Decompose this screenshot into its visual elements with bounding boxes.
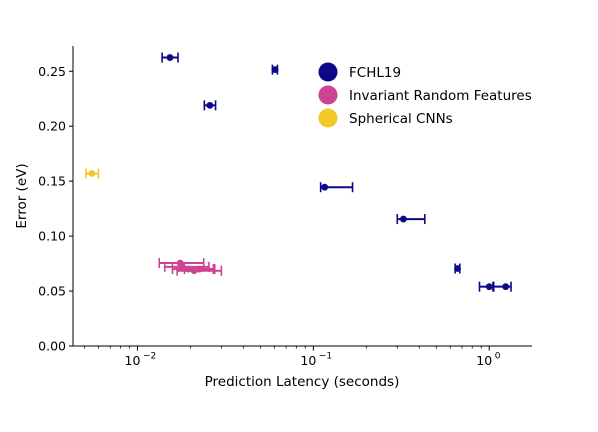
- y-axis-label: Error (eV): [14, 163, 30, 228]
- data-point: [485, 283, 493, 291]
- legend: FCHL19 Invariant Random Features Spherical…: [318, 62, 532, 128]
- y-tick-label: 0.20: [38, 119, 66, 134]
- x-tick-exponent: −1: [319, 352, 332, 362]
- x-tick-label: 10: [125, 353, 141, 368]
- legend-label: FCHL19: [349, 65, 401, 81]
- y-tick-label: 0.25: [38, 64, 66, 79]
- legend-marker: [318, 85, 338, 105]
- data-point: [454, 265, 461, 272]
- y-tick-label: 0.05: [38, 284, 66, 299]
- data-point: [196, 265, 203, 273]
- axes: [72, 46, 532, 347]
- x-tick-label: 10: [300, 353, 316, 368]
- plot-area: [85, 52, 512, 292]
- y-tick-label: 0.15: [38, 174, 66, 189]
- y-tick-label: 0.00: [38, 339, 66, 354]
- legend-label: Invariant Random Features: [349, 88, 532, 104]
- x-tick-exponent: −2: [143, 352, 156, 362]
- x-tick-label: 10: [476, 353, 492, 368]
- data-point: [88, 170, 96, 177]
- data-point: [271, 66, 279, 74]
- y-tick-label: 0.10: [38, 229, 66, 244]
- x-axis-label: Prediction Latency (seconds): [205, 374, 400, 390]
- legend-label: Spherical CNNs: [349, 111, 453, 127]
- data-point: [321, 183, 329, 191]
- legend-marker: [318, 62, 338, 82]
- x-tick-exponent: 0: [495, 352, 501, 362]
- data-point: [166, 54, 174, 61]
- data-point: [502, 283, 510, 291]
- legend-marker: [318, 108, 338, 128]
- data-point: [399, 215, 407, 223]
- data-point: [206, 101, 214, 109]
